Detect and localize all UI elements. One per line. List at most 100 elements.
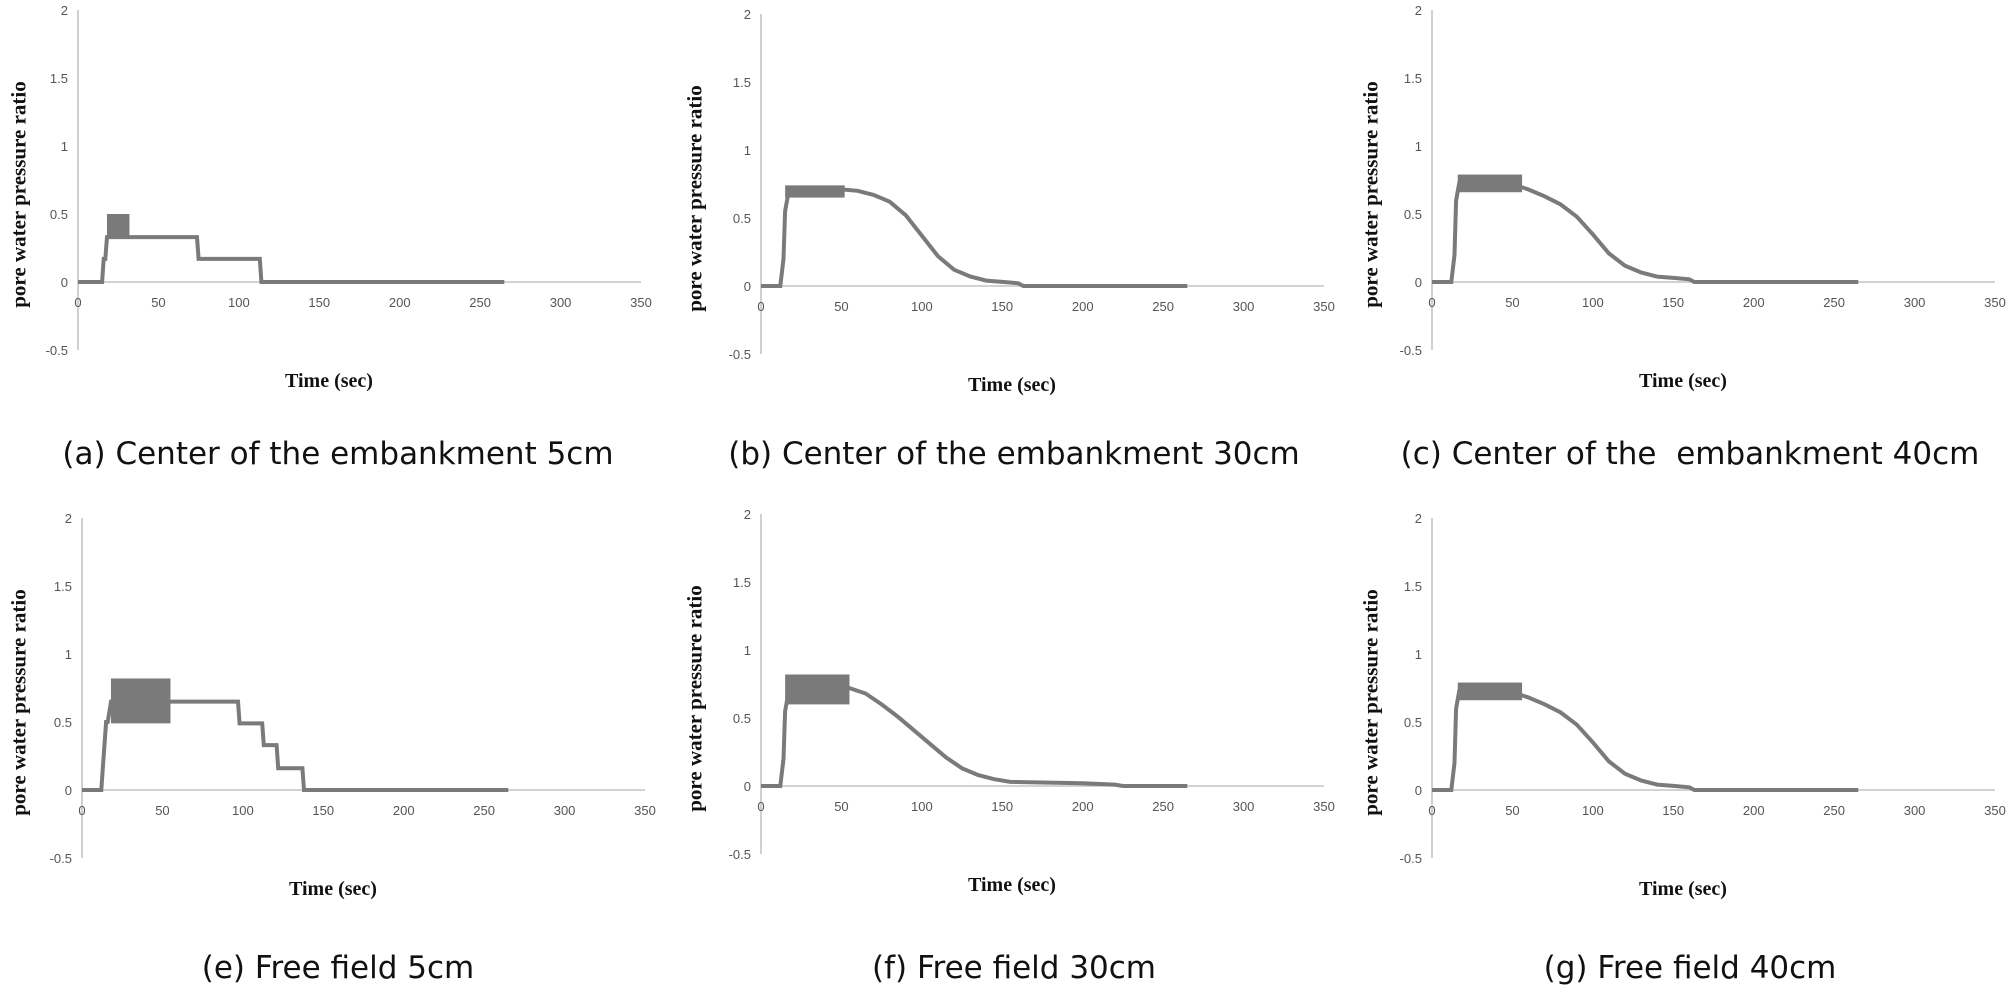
x-axis-title: Time (sec)	[1639, 878, 1727, 901]
y-tick-label: 1.5	[1404, 71, 1422, 86]
y-tick-label: 0	[744, 279, 751, 294]
x-tick-label: 300	[554, 803, 576, 818]
series-line	[761, 189, 1187, 286]
x-axis-title: Time (sec)	[289, 878, 377, 901]
x-tick-label: 300	[1233, 799, 1255, 814]
series-line	[1432, 180, 1858, 282]
panel-caption: (b) Center of the embankment 30cm	[676, 436, 1352, 472]
x-tick-label: 100	[228, 295, 250, 310]
x-tick-label: 50	[151, 295, 165, 310]
y-axis-title: pore water pressure ratio	[7, 55, 32, 335]
x-tick-label: 100	[911, 299, 933, 314]
x-axis-title: Time (sec)	[968, 374, 1056, 397]
x-tick-label: 150	[308, 295, 330, 310]
x-tick-label: 100	[1582, 803, 1604, 818]
x-tick-label: 50	[834, 299, 848, 314]
x-tick-label: 150	[991, 799, 1013, 814]
y-tick-label: 1	[1415, 647, 1422, 662]
x-tick-label: 250	[469, 295, 491, 310]
y-tick-label: -0.5	[729, 847, 751, 862]
x-tick-label: 250	[473, 803, 495, 818]
x-tick-label: 150	[1662, 295, 1684, 310]
x-tick-label: 300	[1904, 295, 1926, 310]
x-tick-label: 350	[1984, 803, 2006, 818]
x-tick-label: 200	[389, 295, 411, 310]
x-tick-label: 150	[312, 803, 334, 818]
panel-caption: (f) Free field 30cm	[676, 950, 1352, 986]
x-tick-label: 0	[757, 799, 764, 814]
y-axis-title-wrap: pore water pressure ratio	[1358, 44, 1382, 344]
y-tick-label: 0	[1415, 783, 1422, 798]
x-tick-label: 150	[1662, 803, 1684, 818]
y-axis-title: pore water pressure ratio	[683, 559, 708, 839]
y-tick-label: 1	[61, 139, 68, 154]
y-tick-label: 0.5	[1404, 207, 1422, 222]
y-tick-label: 0	[744, 779, 751, 794]
x-tick-label: 200	[1072, 299, 1094, 314]
x-tick-label: 300	[1233, 299, 1255, 314]
x-tick-label: 100	[911, 799, 933, 814]
y-tick-label: 0.5	[54, 715, 72, 730]
y-axis-title-wrap: pore water pressure ratio	[682, 548, 706, 848]
x-tick-label: 0	[1428, 803, 1435, 818]
y-axis-title-wrap: pore water pressure ratio	[6, 552, 30, 852]
x-tick-label: 250	[1152, 299, 1174, 314]
panel-caption: (e) Free field 5cm	[0, 950, 676, 986]
x-tick-label: 200	[1743, 295, 1765, 310]
y-tick-label: 1.5	[1404, 579, 1422, 594]
y-axis-title: pore water pressure ratio	[683, 59, 708, 339]
y-tick-label: 1	[65, 647, 72, 662]
x-tick-label: 50	[1505, 295, 1519, 310]
y-tick-label: 1.5	[733, 575, 751, 590]
x-tick-label: 50	[834, 799, 848, 814]
x-tick-label: 350	[1313, 299, 1335, 314]
y-axis-title: pore water pressure ratio	[7, 563, 32, 843]
y-tick-label: 2	[65, 511, 72, 526]
x-axis-title: Time (sec)	[285, 370, 373, 393]
panel-caption: (c) Center of the embankment 40cm	[1352, 436, 2008, 472]
x-tick-label: 350	[634, 803, 656, 818]
x-tick-label: 200	[393, 803, 415, 818]
x-tick-label: 150	[991, 299, 1013, 314]
series-line	[78, 237, 504, 282]
x-tick-label: 100	[232, 803, 254, 818]
y-tick-label: 1	[744, 643, 751, 658]
y-tick-label: 2	[744, 7, 751, 22]
y-tick-label: 1	[744, 143, 751, 158]
y-axis-title-wrap: pore water pressure ratio	[1358, 552, 1382, 852]
y-tick-label: 0	[65, 783, 72, 798]
x-tick-label: 50	[1505, 803, 1519, 818]
y-tick-label: 0	[61, 275, 68, 290]
y-tick-label: -0.5	[46, 343, 68, 358]
y-tick-label: 1.5	[54, 579, 72, 594]
x-tick-label: 0	[78, 803, 85, 818]
y-tick-label: 1	[1415, 139, 1422, 154]
y-tick-label: -0.5	[1400, 851, 1422, 866]
x-tick-label: 100	[1582, 295, 1604, 310]
panel-caption: (g) Free field 40cm	[1352, 950, 2008, 986]
y-tick-label: -0.5	[50, 851, 72, 866]
y-tick-label: 2	[61, 3, 68, 18]
y-tick-label: 0.5	[733, 711, 751, 726]
y-tick-label: 2	[744, 507, 751, 522]
x-axis-title: Time (sec)	[968, 874, 1056, 897]
panel-caption: (a) Center of the embankment 5cm	[0, 436, 676, 472]
x-tick-label: 250	[1152, 799, 1174, 814]
y-tick-label: 2	[1415, 511, 1422, 526]
y-tick-label: 2	[1415, 3, 1422, 18]
y-tick-label: 1.5	[50, 71, 68, 86]
y-tick-label: 0.5	[1404, 715, 1422, 730]
y-tick-label: 0.5	[50, 207, 68, 222]
series-line	[1432, 688, 1858, 790]
